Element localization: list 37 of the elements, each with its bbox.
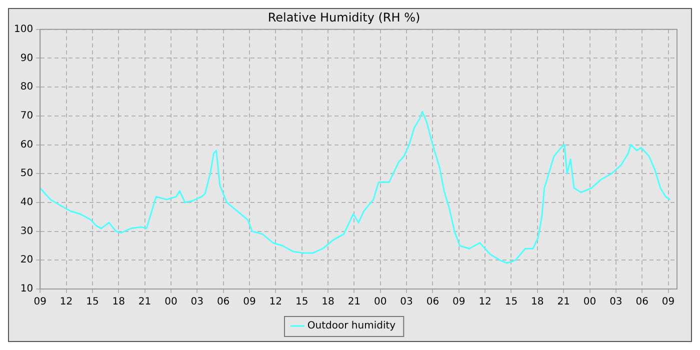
y-tick-label: 80 [20,82,34,93]
x-tick-label: 09 [34,296,46,308]
x-tick-label: 12 [478,296,492,308]
x-tick-label: 12 [60,296,73,308]
y-tick-label: 90 [20,52,34,64]
legend-label: Outdoor humidity [307,320,396,332]
y-tick-label: 60 [20,139,34,150]
x-tick-label: 03 [190,296,204,308]
x-tick-label: 15 [86,296,99,308]
x-tick-label: 18 [112,296,125,308]
x-tick-label: 18 [531,296,544,308]
x-tick-label: 09 [452,296,466,308]
y-tick-label: 70 [20,110,34,122]
y-tick-label: 40 [20,197,34,208]
x-tick-label: 06 [216,296,230,308]
x-tick-label: 03 [400,296,413,308]
y-tick-label: 20 [20,254,34,266]
x-tick-label: 00 [164,296,178,308]
x-tick-label: 00 [374,296,387,308]
x-tick-label: 00 [583,296,596,308]
x-tick-label: 09 [662,296,675,308]
x-tick-label: 21 [348,296,361,308]
x-tick-label: 15 [295,296,308,308]
x-tick-label: 21 [138,296,152,308]
x-tick-label: 06 [426,296,440,308]
x-tick-label: 03 [610,296,622,308]
x-tick-label: 21 [557,296,570,308]
x-tick-label: 18 [322,296,334,308]
y-tick-label: 100 [14,24,34,35]
y-tick-label: 30 [20,226,34,237]
y-tick-label: 10 [20,284,34,295]
x-tick-label: 15 [504,296,518,308]
chart-title: Relative Humidity (RH %) [268,10,420,24]
x-tick-label: 06 [636,296,648,308]
x-tick-label: 12 [269,296,282,308]
x-tick-label: 09 [243,296,256,308]
y-tick-label: 50 [20,168,34,180]
